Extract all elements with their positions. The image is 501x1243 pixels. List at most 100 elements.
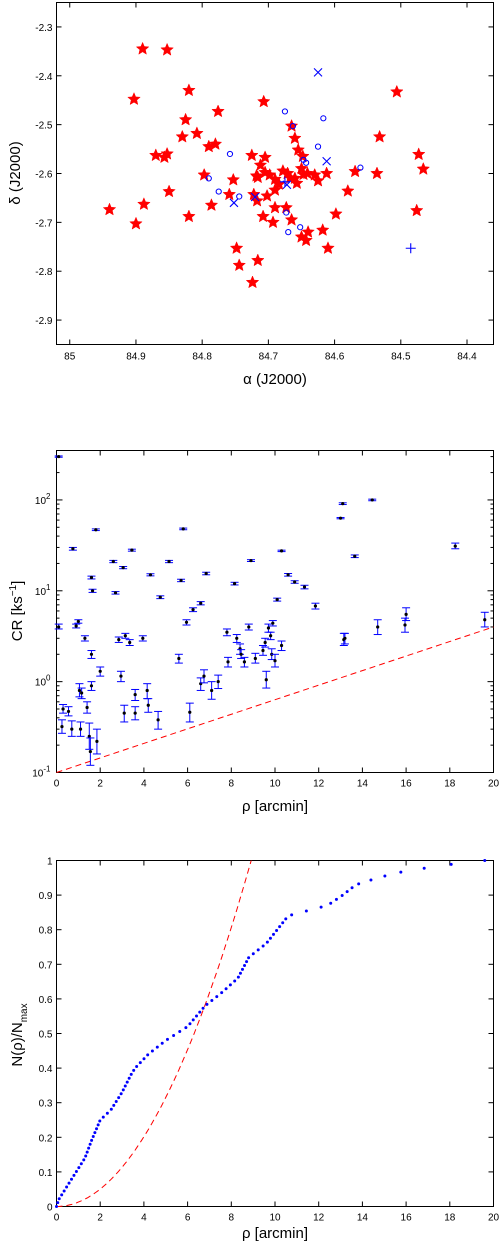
data-point [123, 634, 127, 638]
x-tick-label-3: 16 [401, 1213, 413, 1224]
panel-sky-positions: α (J2000) δ (J2000) 85 84.9 84.8 84.7 84.6 84… [7, 2, 494, 388]
circle-point [236, 193, 243, 200]
data-point [338, 516, 343, 520]
y-tick-label-1: -2.6 [35, 170, 53, 181]
cumulative-point [138, 1061, 142, 1065]
plus-point [279, 176, 290, 187]
x-tick-label-3: 0 [54, 1213, 60, 1224]
x-tick-label-1: 84.5 [391, 352, 411, 363]
star-point [175, 129, 190, 143]
cumulative-point [220, 991, 224, 995]
star-point [160, 42, 174, 56]
x-tick-label-2: 14 [357, 779, 369, 790]
x-axis-label-3: ρ [arcmin] [242, 1225, 308, 1242]
data-point [77, 688, 82, 693]
star-point [341, 183, 355, 197]
y-tick-label-3: 0.3 [39, 1099, 53, 1110]
cumulative-point [195, 1014, 199, 1018]
cumulative-point [155, 1045, 159, 1049]
star-point [245, 275, 260, 289]
cumulative-point [284, 917, 288, 921]
star-point [249, 168, 264, 182]
y-tick-label-3: 0.8 [39, 926, 53, 937]
cumulative-point [119, 1092, 123, 1096]
x-tick-label-2: 4 [141, 779, 147, 790]
plot-frame-3 [56, 860, 494, 1207]
cumulative-point [56, 1201, 60, 1205]
data-point [128, 640, 132, 645]
star-point [204, 198, 219, 212]
star-point [253, 158, 268, 172]
x-tick-label-2: 2 [97, 779, 103, 790]
x-tick-label-1: 85 [64, 352, 76, 363]
data-point [89, 684, 94, 688]
y-axis-label-2-main: CR [ks [9, 596, 26, 641]
circle-point [226, 150, 234, 158]
data-point [57, 454, 61, 459]
cumulative-point [198, 1010, 202, 1014]
cumulative-point [57, 1197, 61, 1201]
y-tick-label-3: 0.9 [39, 891, 53, 902]
data-point [403, 623, 407, 627]
data-point [249, 558, 253, 563]
circle-point [297, 224, 304, 231]
cumulative-point [345, 890, 349, 894]
data-point [90, 589, 95, 593]
y-tick-label-1: -2.5 [35, 121, 53, 132]
star-point [256, 209, 270, 223]
cumulative-point [85, 1150, 89, 1154]
star-point [290, 176, 304, 190]
cumulative-point [201, 1006, 205, 1010]
data-point [76, 619, 80, 624]
cumulative-point [275, 928, 279, 932]
data-point [148, 573, 153, 577]
cumulative-point [101, 1115, 105, 1119]
data-point [158, 595, 162, 599]
cumulative-point [188, 1022, 192, 1026]
y-axis-label-2: CR [ks−1] [8, 581, 26, 642]
star-point [222, 187, 237, 201]
data-point [263, 640, 267, 645]
cumulative-point [98, 1119, 102, 1123]
cumulative-point [117, 1096, 121, 1100]
star-point [268, 200, 282, 214]
cumulative-point [77, 1166, 81, 1170]
cumulative-point [70, 1177, 74, 1181]
cumulative-point [290, 913, 294, 917]
data-point [353, 554, 357, 558]
cross-point [322, 156, 332, 166]
data-point [370, 498, 374, 502]
data-point [184, 620, 189, 624]
y-axis-label-1: δ (J2000) [7, 141, 24, 204]
star-point [197, 167, 211, 181]
cumulative-point [238, 971, 242, 975]
y-tick-label-3: 1 [47, 857, 53, 868]
star-point [372, 129, 387, 143]
cross-point [229, 198, 239, 208]
data-point [376, 625, 380, 629]
y-tick-label-1: -2.9 [35, 316, 53, 327]
star-point [321, 241, 335, 255]
cumulative-point [82, 1158, 86, 1162]
star-point [301, 224, 315, 238]
cumulative-point [251, 952, 255, 956]
y-tick-label-3: 0.5 [39, 1030, 53, 1041]
cumulative-point [90, 1138, 94, 1142]
cross-point [250, 192, 260, 202]
data-point [483, 618, 487, 622]
cumulative-point [261, 944, 265, 948]
data-point [111, 559, 115, 564]
circle-point [303, 159, 310, 166]
data-point [191, 608, 195, 612]
cumulative-point [245, 960, 249, 964]
x-tick-label-1: 84.9 [126, 352, 146, 363]
data-point [179, 578, 183, 583]
cumulative-point [121, 1088, 125, 1092]
data-point [133, 693, 137, 697]
star-point [244, 148, 259, 162]
data-point [210, 688, 214, 693]
data-point [61, 707, 65, 711]
y-tick-label-1: -2.4 [35, 72, 53, 83]
y-tick-label-3: 0.2 [39, 1133, 53, 1144]
star-point [300, 166, 315, 180]
